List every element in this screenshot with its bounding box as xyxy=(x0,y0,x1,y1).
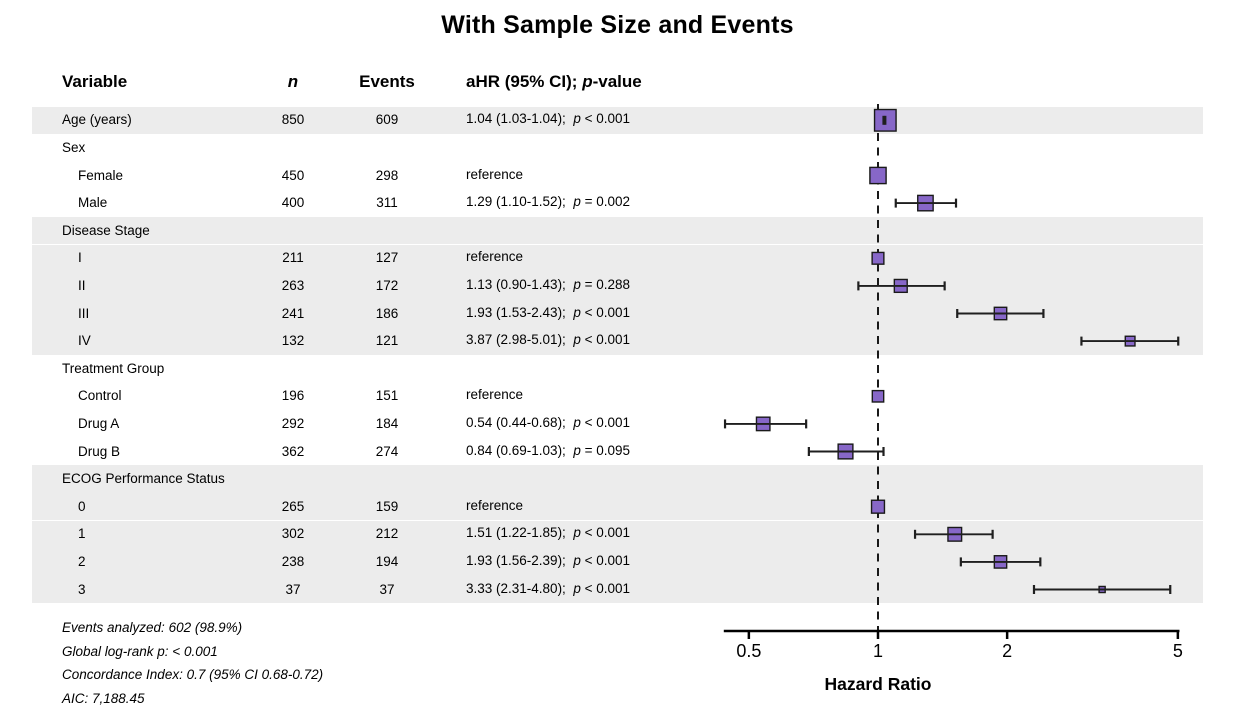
row-label: Female xyxy=(78,167,124,183)
row-band xyxy=(32,272,1203,300)
row-estimate-text: reference xyxy=(466,249,524,265)
row-band xyxy=(32,106,1203,135)
row-band xyxy=(32,216,1203,245)
row-n-value: 132 xyxy=(281,333,305,349)
row-n-value: 302 xyxy=(281,526,305,542)
footer-line: Global log-rank p: < 0.001 xyxy=(62,643,218,659)
row-n-value: 362 xyxy=(281,443,305,459)
hr-point-marker xyxy=(837,443,854,460)
row-band xyxy=(32,327,1203,355)
column-header-ahr-p: p xyxy=(582,72,593,91)
row-events-value: 212 xyxy=(375,526,399,542)
row-band xyxy=(32,492,1203,521)
row-n-value: 292 xyxy=(281,415,305,431)
row-label: Control xyxy=(78,388,122,404)
row-events-value: 37 xyxy=(379,581,395,597)
hr-point-marker xyxy=(869,166,887,185)
row-label: III xyxy=(78,305,90,321)
row-group-label: Treatment Group xyxy=(62,360,165,376)
row-events-value: 311 xyxy=(376,195,398,211)
row-events-value: 121 xyxy=(375,333,399,349)
footer-line: AIC: 7,188.45 xyxy=(62,691,145,707)
row-estimate-text: 0.54 (0.44-0.68); p < 0.001 xyxy=(466,414,631,430)
row-estimate-text: reference xyxy=(466,387,524,403)
row-n-value: 450 xyxy=(281,167,305,183)
row-estimate-text: 0.84 (0.69-1.03); p = 0.095 xyxy=(466,442,631,458)
column-header-ahr: aHR (95% CI); p-value xyxy=(466,69,642,95)
row-n-value: 263 xyxy=(281,277,305,293)
column-header-ahr-suffix: -value xyxy=(592,72,642,91)
row-label: Age (years) xyxy=(62,112,132,128)
x-axis-tick-label: 1 xyxy=(872,641,883,661)
row-events-value: 274 xyxy=(375,443,399,459)
row-estimate-text: 1.93 (1.56-2.39); p < 0.001 xyxy=(466,552,631,568)
row-estimate-text: reference xyxy=(466,166,524,182)
row-band xyxy=(32,575,1203,604)
row-n-value: 211 xyxy=(282,250,304,266)
row-label: 1 xyxy=(78,526,86,542)
row-events-value: 184 xyxy=(375,415,399,431)
column-header-n: n xyxy=(287,72,299,91)
row-n-value: 265 xyxy=(281,498,305,514)
row-estimate-text: 1.29 (1.10-1.52); p = 0.002 xyxy=(466,194,631,210)
row-n-value: 37 xyxy=(285,581,301,597)
row-n-value: 400 xyxy=(281,195,305,211)
row-label: Drug A xyxy=(78,415,120,431)
row-n-value: 850 xyxy=(281,112,305,128)
row-events-value: 194 xyxy=(375,553,399,569)
row-estimate-text: 1.93 (1.53-2.43); p < 0.001 xyxy=(466,304,631,320)
row-band xyxy=(32,244,1203,273)
x-axis-tick-label: 0.5 xyxy=(736,641,762,661)
row-n-value: 238 xyxy=(281,553,305,569)
row-estimate-text: reference xyxy=(466,497,524,513)
row-events-value: 159 xyxy=(375,498,399,514)
row-group-label: Disease Stage xyxy=(62,222,150,238)
hr-point-marker xyxy=(917,194,934,212)
x-axis-tick-label: 5 xyxy=(1172,641,1183,661)
row-events-value: 151 xyxy=(375,388,399,404)
row-events-value: 127 xyxy=(375,250,399,266)
row-estimate-text: 1.04 (1.03-1.04); p < 0.001 xyxy=(466,111,631,127)
row-events-value: 609 xyxy=(375,112,399,128)
row-label: II xyxy=(78,277,86,293)
row-group-label: Sex xyxy=(62,139,86,155)
column-header-variable: Variable xyxy=(62,72,128,91)
row-estimate-text: 1.51 (1.22-1.85); p < 0.001 xyxy=(466,525,631,541)
row-n-value: 241 xyxy=(281,305,305,321)
hr-point-marker xyxy=(871,389,885,403)
column-header-events: Events xyxy=(359,72,415,91)
row-label: I xyxy=(78,250,82,266)
row-label: 2 xyxy=(78,553,86,569)
row-label: Drug B xyxy=(78,443,121,459)
footer-line: Events analyzed: 602 (98.9%) xyxy=(62,620,243,635)
row-events-value: 186 xyxy=(375,305,399,321)
row-band xyxy=(32,465,1203,493)
row-band xyxy=(32,520,1203,549)
row-n-value: 196 xyxy=(281,388,305,404)
row-label: IV xyxy=(78,333,91,349)
row-estimate-text: 3.87 (2.98-5.01); p < 0.001 xyxy=(466,332,631,348)
chart-title: With Sample Size and Events xyxy=(441,11,794,39)
row-label: 0 xyxy=(78,498,86,514)
row-group-label: ECOG Performance Status xyxy=(62,471,225,487)
row-estimate-text: 1.13 (0.90-1.43); p = 0.288 xyxy=(466,276,631,292)
hr-point-marker xyxy=(755,416,771,432)
row-estimate-text: 3.33 (2.31-4.80); p < 0.001 xyxy=(466,580,631,596)
row-label: Male xyxy=(78,195,108,211)
x-axis-label: Hazard Ratio xyxy=(824,674,932,694)
row-events-value: 172 xyxy=(375,277,399,293)
column-header-ahr-prefix: aHR (95% CI); xyxy=(466,72,583,91)
footer-line: Concordance Index: 0.7 (95% CI 0.68-0.72… xyxy=(62,667,324,683)
row-events-value: 298 xyxy=(375,167,399,183)
x-axis-tick-label: 2 xyxy=(1002,641,1013,661)
row-label: 3 xyxy=(78,581,86,597)
